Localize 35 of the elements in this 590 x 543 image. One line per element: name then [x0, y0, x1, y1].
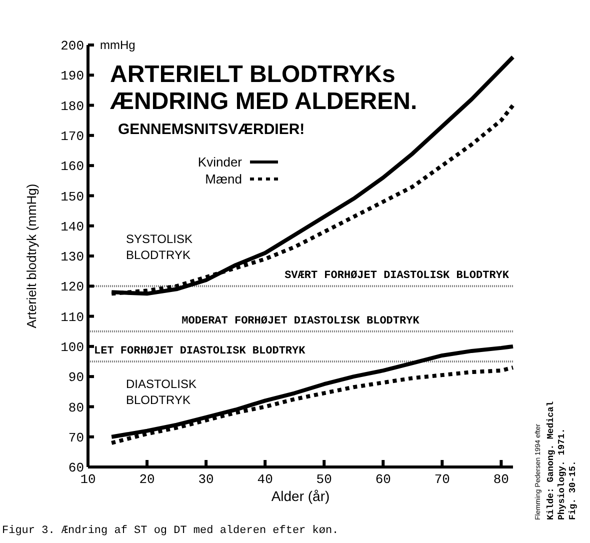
x-tick-label: 20 — [139, 472, 155, 487]
x-tick-label: 80 — [493, 472, 509, 487]
x-tick-label: 30 — [198, 472, 214, 487]
text: Kilde: Ganong. Medical Physiology. 1971. Fig. 30-15. — [546, 400, 578, 520]
text: ARTERIELT BLODTRYKs ÆNDRING MED ALDEREN. — [110, 61, 418, 115]
annotation: SYSTOLISK BLODTRYK — [126, 232, 192, 262]
y-tick-label: 190 — [60, 68, 84, 84]
annotation: mmHg — [100, 38, 136, 52]
y-tick-label: 110 — [60, 310, 84, 325]
ref-line-label: LET FORHØJET DIASTOLISK BLODTRYK — [94, 346, 306, 358]
y-axis-title: Arterielt blodtryk (mmHg) — [24, 184, 39, 328]
legend-label: Mænd — [205, 172, 242, 187]
text: GENNEMSNITSVÆRDIER! — [118, 121, 305, 138]
ref-line-label: SVÆRT FORHØJET DIASTOLISK BLODTRYK — [284, 270, 510, 282]
legend-label: Kvinder — [198, 154, 243, 170]
y-tick-label: 180 — [60, 98, 84, 114]
annotation: DIASTOLISK BLODTRYK — [126, 377, 196, 407]
y-tick-label: 170 — [60, 128, 84, 144]
y-tick-label: 200 — [60, 38, 84, 54]
y-tick-label: 160 — [60, 159, 84, 174]
ref-line-label: MODERAT FORHØJET DIASTOLISK BLODTRYK — [182, 315, 420, 328]
y-tick-label: 120 — [60, 280, 84, 295]
y-tick-label: 100 — [60, 340, 84, 355]
x-tick-label: 50 — [316, 472, 332, 487]
y-tick-label: 90 — [68, 370, 84, 386]
text: Figur 3. Ændring af ST og DT med alderen efter køn. — [2, 525, 339, 537]
x-tick-label: 40 — [257, 472, 273, 487]
y-tick-label: 80 — [68, 400, 84, 416]
y-tick-label: 150 — [60, 189, 84, 204]
x-axis-title: Alder (år) — [271, 488, 330, 504]
y-tick-label: 140 — [60, 219, 84, 234]
x-tick-label: 60 — [375, 472, 391, 487]
y-tick-label: 70 — [68, 430, 84, 446]
x-tick-label: 70 — [434, 472, 450, 487]
y-tick-label: 130 — [60, 250, 84, 265]
